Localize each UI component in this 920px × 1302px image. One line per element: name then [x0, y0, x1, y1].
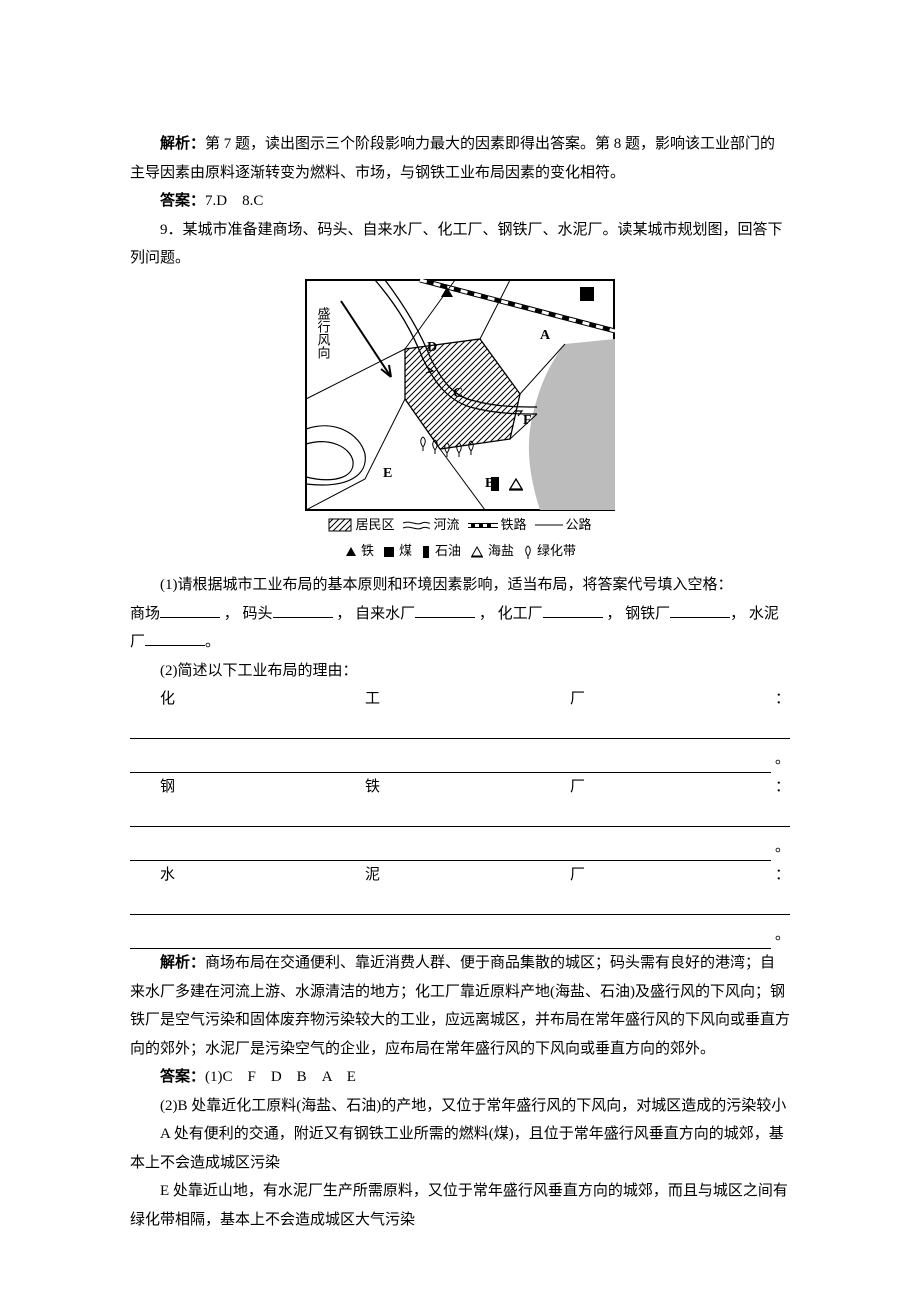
legend-row-2: 铁 煤 石油 海盐 绿化带 [305, 539, 615, 564]
city-plan-svg: 盛行风向 [305, 279, 615, 511]
answer-1: 答案：7.D 8.C [130, 187, 790, 216]
legend-oil: 石油 [420, 539, 461, 564]
analysis-2-text: 商场布局在交通便利、靠近消费人群、便于商品集散的城区；码头需有良好的港湾；自来水… [130, 955, 790, 1057]
q9-2-row-cement: 水泥厂： [130, 861, 790, 890]
legend-rail: 铁路 [468, 513, 527, 538]
blank-steel[interactable] [670, 602, 730, 618]
blank-line-chem-2[interactable]: 。 [130, 745, 790, 774]
q9-2-row-chem: 化工厂： [130, 685, 790, 714]
answer-2-label: 答案： [160, 1069, 205, 1085]
blank-line-cement-1[interactable] [130, 896, 790, 915]
legend-salt: 海盐 [469, 539, 514, 564]
svg-text:B: B [485, 476, 494, 491]
answer-1-text: 7.D 8.C [205, 193, 263, 209]
analysis-1: 解析：第 7 题，读出图示三个阶段影响力最大的因素即得出答案。第 8 题，影响该… [130, 130, 790, 187]
resource-coal [580, 287, 594, 301]
legend-coal: 煤 [382, 539, 412, 564]
blank-line-steel-2[interactable]: 。 [130, 833, 790, 862]
q9-stem-text: 某城市准备建商场、码头、自来水厂、化工厂、钢铁厂、水泥厂。读某城市规划图，回答下… [130, 222, 783, 267]
answer-2-1: 答案：(1)C F D B A E [130, 1063, 790, 1092]
legend-road: 公路 [535, 513, 592, 538]
analysis-2: 解析：商场布局在交通便利、靠近消费人群、便于商品集散的城区；码头需有良好的港湾；… [130, 949, 790, 1063]
blank-dock[interactable] [273, 602, 333, 618]
svg-text:E: E [383, 466, 392, 481]
blank-water[interactable] [415, 602, 475, 618]
blank-line-cement-2[interactable]: 。 [130, 921, 790, 950]
blank-chem[interactable] [543, 602, 603, 618]
q9-stem: 9．某城市准备建商场、码头、自来水厂、化工厂、钢铁厂、水泥厂。读某城市规划图，回… [130, 216, 790, 273]
svg-text:C: C [453, 386, 463, 401]
answer-1-label: 答案： [160, 193, 205, 209]
blank-shopping[interactable] [160, 602, 220, 618]
answer-2-b: (2)B 处靠近化工原料(海盐、石油)的产地，又位于常年盛行风的下风向，对城区造… [130, 1092, 790, 1121]
analysis-2-label: 解析： [160, 955, 205, 971]
analysis-1-text: 第 7 题，读出图示三个阶段影响力最大的因素即得出答案。第 8 题，影响该工业部… [130, 136, 775, 181]
answer-2-e: E 处靠近山地，有水泥厂生产所需原料，又位于常年盛行风垂直方向的城郊，而且与城区… [130, 1177, 790, 1234]
legend-green: 绿化带 [522, 539, 576, 564]
analysis-1-label: 解析： [160, 136, 205, 152]
svg-text:A: A [540, 328, 551, 343]
svg-text:D: D [427, 340, 437, 355]
blank-cement[interactable] [145, 630, 205, 646]
blank-line-chem-1[interactable] [130, 720, 790, 739]
q9-1-blanks: 商场 ， 码头 ， 自来水厂 ， 化工厂 ， 钢铁厂， 水泥厂。 [130, 600, 790, 657]
q9-2-prefix: (2)简述以下工业布局的理由： [130, 657, 790, 686]
blank-line-steel-1[interactable] [130, 808, 790, 827]
city-plan-diagram: 盛行风向 [130, 279, 790, 570]
svg-text:F: F [523, 413, 532, 428]
legend-river: 河流 [402, 513, 459, 538]
legend-residential: 居民区 [328, 513, 394, 538]
q9-2-row-steel: 钢铁厂： [130, 773, 790, 802]
q9-num: 9． [160, 222, 183, 238]
answer-2-part1: (1)C F D B A E [205, 1069, 356, 1085]
q9-1-prefix: (1)请根据城市工业布局的基本原则和环境因素影响，适当布局，将答案代号填入空格： [130, 571, 790, 600]
answer-2-a: A 处有便利的交通，附近又有钢铁工业所需的燃料(煤)，且位于常年盛行风垂直方向的… [130, 1120, 790, 1177]
legend-iron: 铁 [344, 539, 374, 564]
legend-row-1: 居民区 河流 铁路 公路 [305, 513, 615, 538]
svg-text:盛行风向: 盛行风向 [316, 307, 331, 359]
